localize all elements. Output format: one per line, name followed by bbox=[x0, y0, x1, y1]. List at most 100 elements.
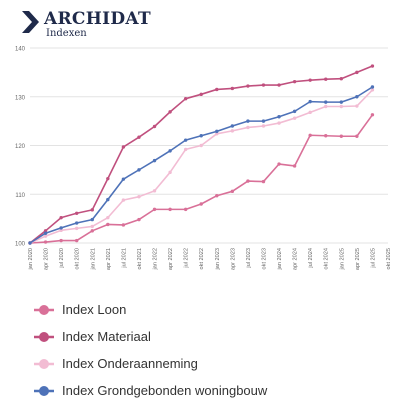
legend-marker-materiaal bbox=[34, 332, 54, 342]
data-point bbox=[215, 132, 219, 136]
data-point bbox=[324, 100, 328, 104]
data-point bbox=[106, 222, 110, 227]
legend-label-onderaanneming: Index Onderaanneming bbox=[62, 356, 198, 371]
x-tick-label: okt 2020 bbox=[75, 248, 81, 269]
x-tick-label: okt 2025 bbox=[386, 248, 392, 269]
data-point bbox=[168, 207, 172, 212]
x-tick-label: jul 2025 bbox=[370, 248, 376, 269]
data-point bbox=[90, 208, 94, 212]
x-tick-label: jul 2022 bbox=[184, 248, 190, 269]
data-point bbox=[277, 162, 281, 166]
x-tick-label: jul 2023 bbox=[246, 248, 252, 269]
chart-legend: Index Loon Index Materiaal Index Onderaa… bbox=[34, 300, 394, 408]
data-point bbox=[246, 179, 250, 183]
series-line bbox=[29, 89, 374, 244]
data-point bbox=[308, 78, 312, 82]
data-point bbox=[152, 158, 157, 163]
data-point bbox=[59, 226, 63, 230]
legend-marker-onderaanneming bbox=[34, 359, 54, 369]
series-line bbox=[29, 86, 373, 244]
data-point bbox=[215, 129, 219, 134]
data-point bbox=[292, 116, 297, 120]
data-point bbox=[261, 119, 266, 123]
x-tick-label: jan 2022 bbox=[153, 248, 159, 270]
data-point bbox=[59, 228, 63, 233]
data-point bbox=[230, 129, 235, 133]
logo-brand: ARCHIDAT bbox=[44, 9, 151, 29]
data-point bbox=[277, 121, 281, 125]
data-point bbox=[246, 119, 250, 123]
data-point bbox=[121, 223, 126, 227]
data-point bbox=[90, 229, 94, 233]
data-point bbox=[43, 240, 48, 244]
data-point bbox=[199, 92, 203, 97]
data-point bbox=[183, 97, 188, 101]
series-3 bbox=[28, 88, 375, 245]
data-point bbox=[59, 238, 63, 243]
x-tick-label: okt 2021 bbox=[137, 248, 143, 269]
data-point bbox=[74, 226, 79, 231]
data-point bbox=[59, 215, 63, 220]
x-tick-label: apr 2023 bbox=[230, 248, 236, 270]
x-tick-label: jul 2021 bbox=[121, 248, 127, 269]
data-point bbox=[261, 124, 266, 128]
data-point bbox=[137, 168, 141, 172]
data-point bbox=[261, 83, 266, 87]
data-point bbox=[230, 86, 235, 91]
x-tick-label: apr 2021 bbox=[106, 248, 112, 270]
y-tick-label: 100 bbox=[15, 242, 26, 248]
data-point bbox=[215, 194, 219, 198]
x-tick-label: okt 2022 bbox=[199, 248, 205, 269]
legend-item-grondgebonden: Index Grondgebonden woningbouw bbox=[34, 381, 394, 408]
data-point bbox=[308, 99, 312, 104]
x-tick-label: jan 2023 bbox=[215, 248, 221, 270]
data-point bbox=[355, 104, 359, 108]
data-point bbox=[74, 211, 79, 215]
data-point bbox=[215, 87, 219, 92]
data-point bbox=[246, 125, 250, 130]
data-point bbox=[370, 64, 375, 68]
x-tick-label: okt 2023 bbox=[261, 248, 267, 269]
data-point bbox=[74, 238, 79, 243]
data-point bbox=[183, 138, 188, 142]
data-point bbox=[90, 217, 94, 222]
data-point bbox=[199, 202, 203, 206]
series-line bbox=[29, 65, 373, 244]
legend-marker-loon bbox=[34, 305, 54, 315]
data-point bbox=[370, 88, 375, 92]
y-tick-label: 120 bbox=[15, 144, 26, 150]
x-tick-label: jul 2020 bbox=[59, 248, 65, 269]
data-point bbox=[199, 143, 203, 148]
series-4 bbox=[28, 85, 375, 245]
data-point bbox=[152, 124, 157, 129]
legend-label-loon: Index Loon bbox=[62, 302, 127, 317]
series-line bbox=[29, 114, 374, 244]
legend-item-loon: Index Loon bbox=[34, 300, 394, 327]
data-point bbox=[152, 189, 157, 193]
data-point bbox=[339, 77, 344, 81]
y-tick-label: 130 bbox=[15, 95, 26, 101]
data-point bbox=[137, 135, 141, 139]
series-1 bbox=[28, 113, 375, 245]
data-point bbox=[355, 95, 359, 99]
chevron-logo-icon bbox=[22, 11, 39, 33]
data-point bbox=[230, 124, 235, 128]
data-point bbox=[137, 217, 141, 222]
data-point bbox=[152, 207, 157, 212]
legend-marker-grondgebonden bbox=[34, 386, 54, 396]
archidat-logo: ARCHIDAT Indexen bbox=[22, 9, 172, 39]
y-tick-label: 140 bbox=[15, 47, 26, 53]
x-tick-label: apr 2024 bbox=[293, 248, 299, 270]
legend-label-grondgebonden: Index Grondgebonden woningbouw bbox=[62, 383, 268, 398]
legend-item-onderaanneming: Index Onderaanneming bbox=[34, 354, 394, 381]
x-tick-label: apr 2022 bbox=[168, 248, 174, 270]
chart-grid bbox=[30, 47, 388, 244]
data-point bbox=[277, 115, 281, 119]
data-point bbox=[246, 84, 250, 88]
data-point bbox=[355, 134, 359, 138]
data-point bbox=[292, 164, 297, 168]
data-point bbox=[168, 110, 172, 114]
data-point bbox=[324, 104, 328, 109]
data-point bbox=[137, 194, 141, 199]
data-point bbox=[324, 134, 328, 138]
